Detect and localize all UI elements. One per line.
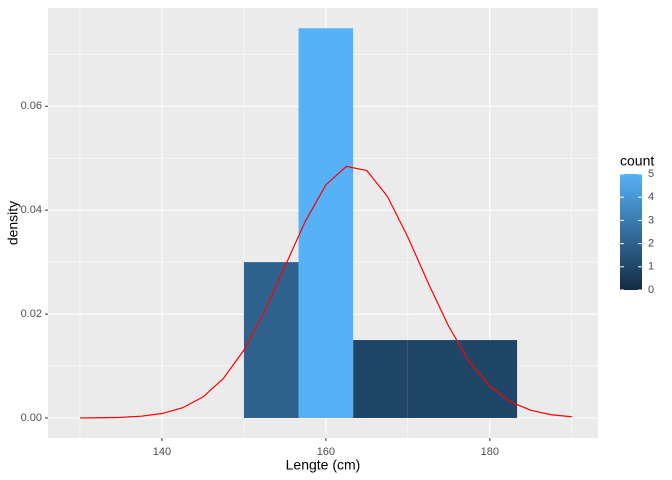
y-tick-label: 0.00 <box>21 412 42 424</box>
legend-label: 0 <box>648 284 654 296</box>
bar <box>298 28 354 418</box>
x-tick-label: 140 <box>153 446 171 458</box>
legend-label: 3 <box>648 214 654 226</box>
bar <box>462 340 518 418</box>
y-tick-label: 0.04 <box>21 204 42 216</box>
x-tick-label: 180 <box>481 446 499 458</box>
legend-label: 2 <box>648 238 654 250</box>
x-axis-title: Lengte (cm) <box>286 457 361 473</box>
bar <box>353 340 408 418</box>
colorbar <box>620 174 642 290</box>
bar <box>407 340 463 418</box>
y-tick-label: 0.02 <box>21 308 42 320</box>
y-axis-title: density <box>5 201 21 245</box>
legend-label: 1 <box>648 261 654 273</box>
y-tick-label: 0.06 <box>21 100 42 112</box>
density-curve <box>79 165 572 419</box>
bar <box>243 262 299 418</box>
legend-title: count <box>620 153 654 169</box>
legend-label: 4 <box>648 191 654 203</box>
x-tick-label: 160 <box>317 446 335 458</box>
legend-label: 5 <box>648 168 654 180</box>
